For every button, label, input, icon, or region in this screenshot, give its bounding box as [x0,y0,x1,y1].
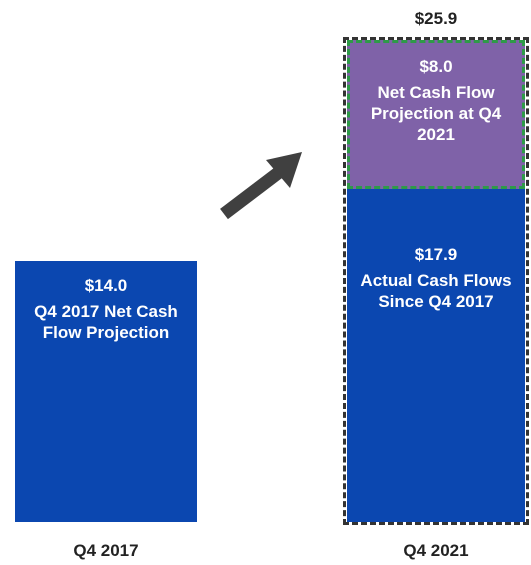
arrow-shaft [220,164,286,220]
value-label: $8.0 [419,57,453,76]
value-label: $17.9 [414,244,458,264]
bar [347,40,525,189]
arrow-head [266,152,302,188]
segment-description: Actual Cash Flows Since Q4 2017 [360,270,512,311]
value-label: $14.0 [84,276,128,296]
bar [347,188,525,522]
bar [15,261,197,522]
total-label: $25.9 [414,9,458,28]
x-tick-label: Q4 2017 [73,541,139,560]
segment-description: Net Cash Flow Projection at Q4 2021 [370,83,502,144]
x-tick-label: Q4 2021 [403,541,469,560]
segment-description: Q4 2017 Net Cash Flow Projection [34,302,178,343]
total-outline [343,37,529,525]
